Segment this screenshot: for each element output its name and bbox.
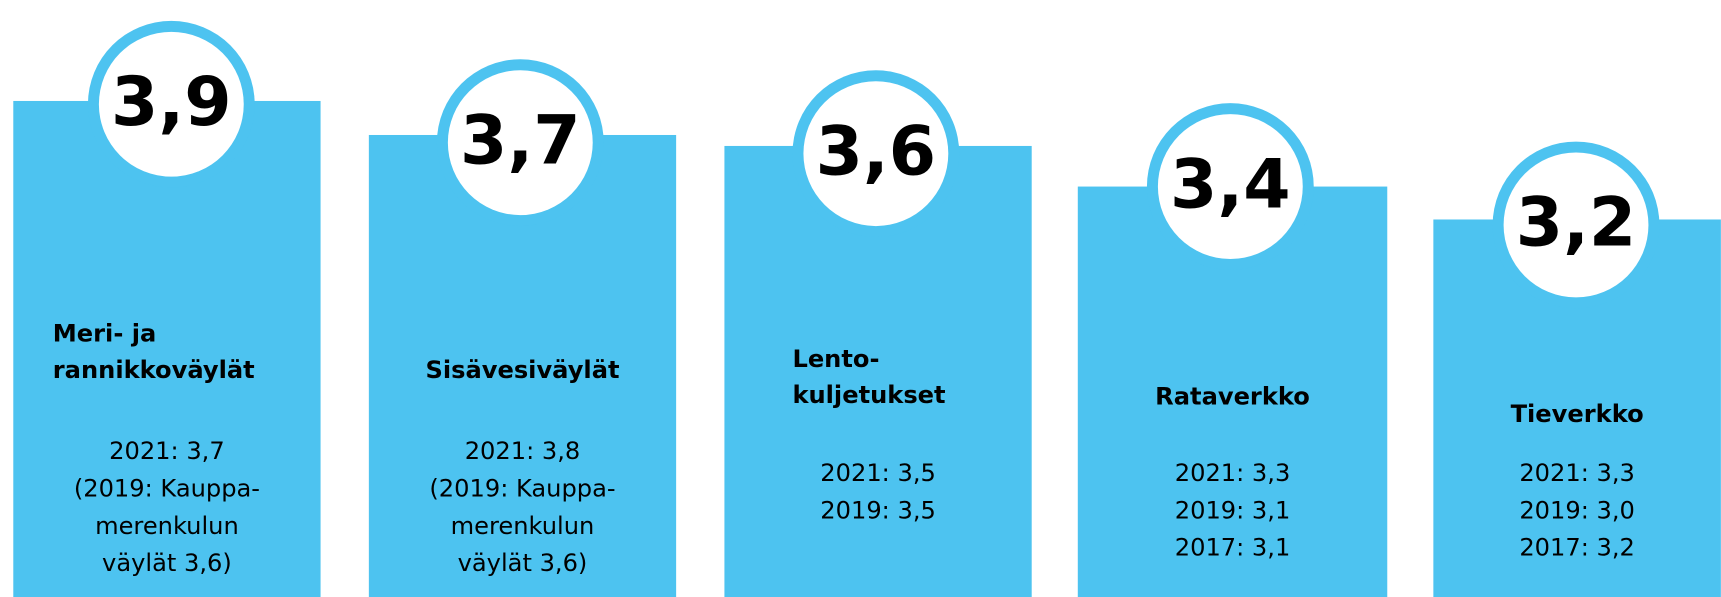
history-line: 2017: 3,2 — [1519, 534, 1635, 562]
card-title: Lento- — [792, 345, 879, 373]
score: 3,2 — [1516, 184, 1637, 263]
badge — [447, 70, 593, 216]
score: 3,6 — [816, 112, 937, 191]
history-line: 2021: 3,7 — [109, 437, 225, 465]
history-line: 2019: 3,0 — [1519, 496, 1635, 524]
history-line: 2021: 3,8 — [465, 437, 581, 465]
history-line: 2021: 3,3 — [1175, 459, 1291, 487]
card-title: Rataverkko — [1155, 382, 1310, 410]
badge — [1157, 114, 1303, 259]
score: 3,4 — [1170, 145, 1291, 224]
card-title: rannikkoväylät — [53, 356, 255, 384]
history-line: väylät 3,6) — [458, 549, 588, 577]
history-line: väylät 3,6) — [102, 549, 232, 577]
history-line: 2019: 3,5 — [820, 496, 936, 524]
history-line: (2019: Kauppa- — [429, 474, 615, 502]
score: 3,7 — [460, 101, 581, 180]
score: 3,9 — [111, 63, 232, 142]
badge — [1503, 152, 1649, 298]
history-line: (2019: Kauppa- — [74, 474, 260, 502]
history-line: merenkulun — [95, 512, 239, 540]
history-line: merenkulun — [451, 512, 595, 540]
history-line: 2019: 3,1 — [1175, 496, 1291, 524]
card-title: Tieverkko — [1511, 400, 1644, 428]
card-title: kuljetukset — [792, 381, 945, 409]
card-title: Sisävesiväylät — [425, 356, 619, 384]
badge — [98, 31, 244, 177]
history-line: 2021: 3,5 — [820, 459, 936, 487]
history-line: 2021: 3,3 — [1519, 459, 1635, 487]
badge — [803, 81, 949, 227]
history-line: 2017: 3,1 — [1175, 534, 1291, 562]
card-title: Meri- ja — [53, 320, 157, 348]
